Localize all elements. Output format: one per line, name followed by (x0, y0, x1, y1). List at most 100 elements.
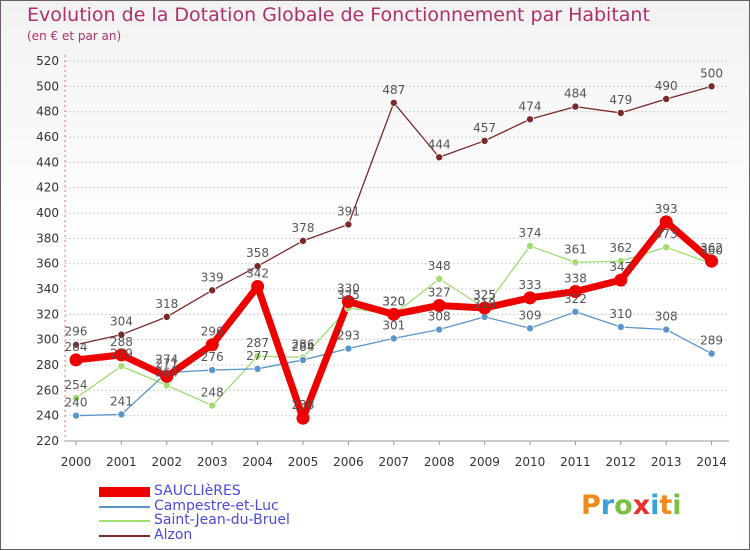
point-alzon (571, 102, 580, 111)
data-label-saucli-res: 393 (655, 202, 678, 216)
y-tick-label: 300 (36, 333, 59, 347)
data-label-saint-jean-du-bruel: 286 (292, 337, 315, 351)
y-tick-label: 320 (36, 307, 59, 321)
point-saint-jean-du-bruel (435, 274, 444, 283)
chart-title: Evolution de la Dotation Globale de Fonc… (27, 4, 650, 26)
point-alzon (162, 312, 171, 321)
logo-letter: i (672, 490, 682, 521)
x-tick-label: 2001 (106, 455, 137, 469)
point-saucli-res (432, 298, 446, 312)
point-saucli-res (659, 215, 673, 229)
data-label-campestre-et-luc: 241 (110, 394, 133, 408)
logo-letter: r (600, 490, 615, 521)
data-label-saucli-res: 288 (110, 335, 133, 349)
point-alzon (707, 82, 716, 91)
x-tick-label: 2012 (606, 455, 637, 469)
point-saucli-res (705, 254, 719, 268)
point-saucli-res (568, 285, 582, 299)
point-alzon (616, 108, 625, 117)
point-alzon (389, 98, 398, 107)
data-label-saint-jean-du-bruel: 325 (337, 288, 360, 302)
x-tick-label: 2006 (333, 455, 364, 469)
point-campestre-et-luc (298, 355, 307, 364)
data-label-saint-jean-du-bruel: 361 (564, 242, 587, 256)
point-saucli-res (341, 295, 355, 309)
x-tick-label: 2010 (515, 455, 546, 469)
x-tick-label: 2011 (560, 455, 591, 469)
proxiti-logo: Proxiti (581, 490, 682, 521)
point-saucli-res (69, 353, 83, 367)
y-tick-label: 240 (36, 409, 59, 423)
data-label-saint-jean-du-bruel: 362 (609, 241, 632, 255)
data-label-saint-jean-du-bruel: 264 (155, 365, 178, 379)
data-label-saint-jean-du-bruel: 287 (246, 336, 269, 350)
data-label-saucli-res: 271 (155, 356, 178, 370)
data-label-alzon: 296 (65, 325, 88, 339)
point-alzon (208, 286, 217, 295)
y-tick-label: 280 (36, 358, 59, 372)
data-label-saint-jean-du-bruel: 254 (65, 378, 88, 392)
x-tick-label: 2000 (61, 455, 92, 469)
x-tick-label: 2014 (696, 455, 727, 469)
x-tick-label: 2013 (651, 455, 682, 469)
point-campestre-et-luc (117, 410, 126, 419)
point-saucli-res (251, 279, 265, 293)
legend-swatch (99, 534, 150, 537)
point-saint-jean-du-bruel (571, 258, 580, 267)
legend-swatch (99, 487, 150, 497)
point-saint-jean-du-bruel (72, 393, 81, 402)
point-campestre-et-luc (253, 364, 262, 373)
y-tick-label: 220 (36, 434, 59, 448)
data-label-saucli-res: 333 (519, 278, 542, 292)
data-label-saint-jean-du-bruel: 320 (382, 294, 405, 308)
point-alzon (72, 340, 81, 349)
data-label-campestre-et-luc: 310 (609, 307, 632, 321)
data-label-alzon: 479 (609, 93, 632, 107)
data-label-campestre-et-luc: 289 (700, 334, 723, 348)
x-tick-label: 2003 (197, 455, 228, 469)
point-saint-jean-du-bruel (662, 243, 671, 252)
point-saint-jean-du-bruel (526, 241, 535, 250)
point-campestre-et-luc (707, 349, 716, 358)
point-campestre-et-luc (344, 344, 353, 353)
point-campestre-et-luc (208, 366, 217, 375)
point-campestre-et-luc (662, 325, 671, 334)
legend-swatch (99, 520, 150, 522)
data-label-alzon: 484 (564, 87, 587, 101)
data-label-alzon: 304 (110, 315, 133, 329)
point-saint-jean-du-bruel (253, 352, 262, 361)
point-saucli-res (523, 291, 537, 305)
legend-label: Alzon (154, 526, 193, 543)
data-label-alzon: 378 (292, 221, 315, 235)
data-label-campestre-et-luc: 301 (382, 318, 405, 332)
data-label-saint-jean-du-bruel: 248 (201, 386, 224, 400)
point-saucli-res (614, 273, 628, 287)
data-label-saucli-res: 238 (292, 398, 315, 412)
data-label-campestre-et-luc: 308 (428, 310, 451, 324)
point-saucli-res (205, 338, 219, 352)
data-label-campestre-et-luc: 240 (65, 396, 88, 410)
data-label-saucli-res: 342 (246, 266, 269, 280)
x-tick-label: 2009 (469, 455, 500, 469)
data-label-saucli-res: 330 (337, 282, 360, 296)
point-saint-jean-du-bruel (208, 401, 217, 410)
data-label-saint-jean-du-bruel: 374 (519, 226, 542, 240)
y-tick-label: 380 (36, 231, 59, 245)
y-tick-label: 260 (36, 383, 59, 397)
y-tick-label: 440 (36, 155, 59, 169)
data-label-saucli-res: 284 (65, 340, 88, 354)
data-label-saint-jean-du-bruel: 279 (110, 346, 133, 360)
data-label-alzon: 391 (337, 204, 360, 218)
point-alzon (253, 262, 262, 271)
point-campestre-et-luc (435, 325, 444, 334)
point-saucli-res (114, 348, 128, 362)
data-label-saucli-res: 320 (382, 294, 405, 308)
y-tick-label: 460 (36, 130, 59, 144)
legend-swatch (99, 505, 150, 508)
x-tick-label: 2008 (424, 455, 455, 469)
y-tick-label: 520 (36, 54, 59, 68)
point-saucli-res (160, 369, 174, 383)
data-label-campestre-et-luc: 309 (519, 308, 542, 322)
data-label-alzon: 339 (201, 270, 224, 284)
